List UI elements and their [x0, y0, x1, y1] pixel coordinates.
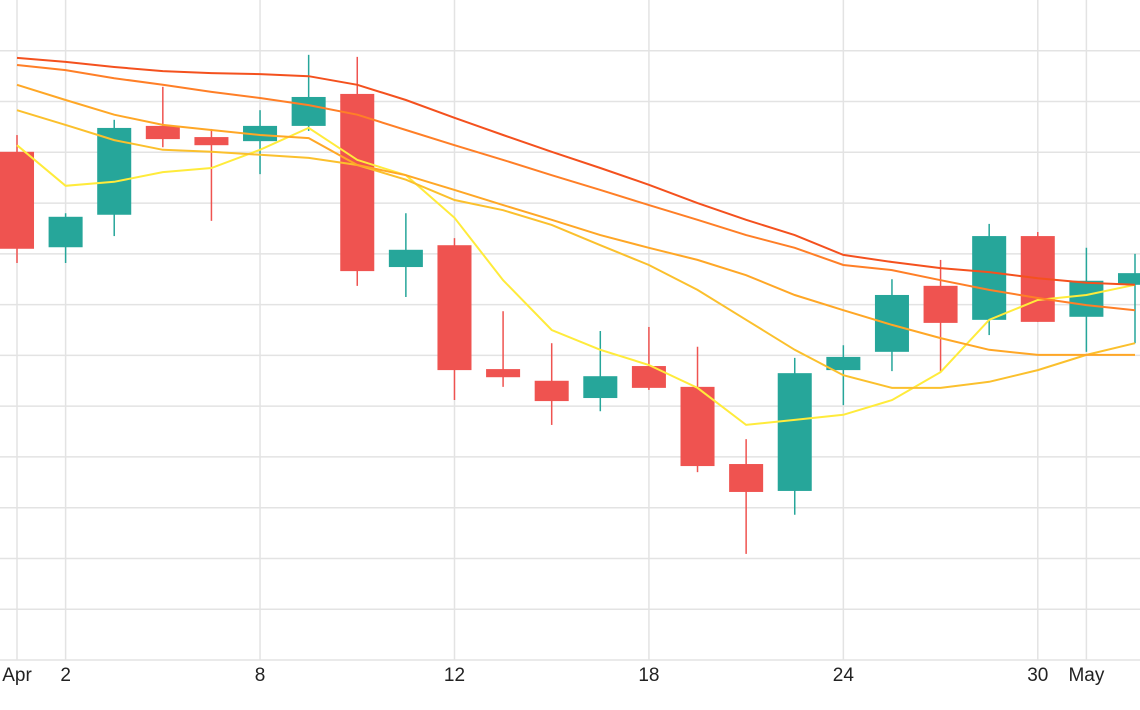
candle-body	[437, 245, 472, 371]
candle	[923, 259, 958, 373]
candle-body	[0, 151, 35, 249]
candle	[972, 223, 1007, 336]
candle	[777, 357, 812, 515]
candle-body	[923, 285, 958, 323]
candle	[534, 343, 569, 425]
candle-body	[777, 373, 812, 491]
x-tick-label: 2	[60, 665, 71, 686]
moving-average-line	[16, 126, 1136, 426]
x-tick-label: 8	[255, 665, 266, 686]
candle	[486, 311, 521, 387]
moving-average-line	[16, 83, 1135, 356]
candle-body	[680, 386, 715, 467]
candle	[680, 346, 715, 473]
moving-average-line	[16, 56, 1136, 286]
candle-body	[48, 216, 83, 248]
candle	[583, 331, 618, 412]
candle-body	[972, 236, 1007, 320]
candle-body	[874, 294, 909, 352]
candle	[243, 110, 278, 175]
candle-body	[291, 96, 326, 126]
moving-average-line	[16, 109, 1136, 389]
candle-body	[1117, 273, 1140, 285]
candle-body	[194, 137, 229, 146]
candle-body	[729, 464, 764, 492]
candle-body	[534, 380, 569, 402]
candle-body	[243, 125, 278, 142]
candle-body	[631, 366, 666, 388]
candle	[340, 56, 375, 286]
candle	[729, 439, 764, 554]
candle	[194, 128, 229, 221]
candle-body	[1069, 280, 1104, 317]
candle-body	[388, 249, 423, 268]
x-tick-label: 18	[638, 665, 659, 686]
x-tick-label: 30	[1027, 665, 1048, 686]
candle-body	[826, 356, 861, 371]
moving-average-line	[16, 64, 1136, 312]
candle	[145, 86, 180, 148]
candle	[388, 213, 423, 297]
candle	[48, 213, 83, 263]
candle-body	[583, 376, 618, 399]
candle	[631, 326, 666, 390]
candle	[1117, 253, 1140, 344]
candle-body	[340, 93, 375, 272]
candle	[0, 135, 35, 263]
candle-body	[486, 369, 521, 378]
x-tick-label: Apr	[2, 665, 32, 686]
candle-body	[145, 125, 180, 140]
x-tick-label: 12	[444, 665, 465, 686]
candle	[437, 238, 472, 401]
x-tick-label: May	[1068, 665, 1104, 686]
x-tick-label: 24	[833, 665, 855, 686]
candle	[1069, 247, 1104, 352]
candle	[291, 54, 326, 131]
